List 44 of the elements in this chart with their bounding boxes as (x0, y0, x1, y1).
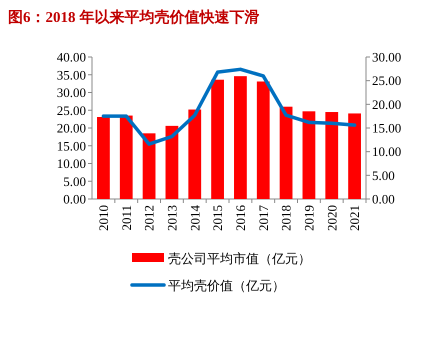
y2-tick-label: 10.00 (372, 144, 402, 160)
legend-label: 壳公司平均市值（亿元） (168, 251, 311, 266)
x-tick-label: 2013 (164, 205, 180, 231)
bar (120, 116, 133, 199)
y-tick-label: 30.00 (56, 85, 86, 100)
bar (234, 76, 247, 199)
x-tick-label: 2010 (96, 205, 111, 231)
bar (325, 112, 338, 199)
bar (280, 106, 292, 199)
x-tick-label: 2011 (118, 205, 134, 231)
x-tick-label: 2021 (347, 205, 362, 231)
y2-tick-label: 30.00 (372, 50, 402, 64)
bar (211, 80, 224, 199)
y-tick-label: 35.00 (56, 67, 86, 82)
bar (97, 116, 110, 199)
x-tick-label: 2018 (278, 205, 294, 231)
y-tick-label: 0.00 (63, 192, 86, 206)
x-tick-label: 2017 (256, 204, 271, 231)
x-tick-label: 2019 (301, 205, 316, 231)
bar (302, 111, 316, 199)
x-tick-label: 2014 (187, 204, 202, 231)
y-tick-label: 20.00 (56, 120, 86, 136)
y-tick-label: 10.00 (56, 156, 86, 171)
y-tick-label: 40.00 (56, 50, 86, 64)
bar (256, 81, 270, 199)
x-tick-label: 2020 (324, 205, 340, 231)
y-tick-label: 5.00 (63, 174, 86, 189)
chart-title: 图6：2018 年以来平均壳价值快速下滑 (8, 9, 260, 26)
bar (188, 110, 202, 199)
bar (166, 126, 178, 199)
bar (142, 133, 156, 199)
y2-tick-label: 25.00 (372, 73, 402, 88)
line-series (102, 68, 356, 146)
y2-tick-label: 5.00 (372, 168, 395, 183)
bar (348, 113, 361, 199)
x-tick-label: 2015 (210, 205, 226, 231)
y2-tick-label: 15.00 (372, 120, 402, 136)
y2-tick-label: 0.00 (372, 192, 395, 206)
y2-tick-label: 20.00 (372, 96, 402, 112)
y-tick-label: 15.00 (56, 138, 86, 154)
x-tick-label: 2012 (142, 205, 157, 231)
x-tick-label: 2016 (232, 204, 248, 231)
y-tick-label: 25.00 (56, 102, 86, 118)
legend-label: 平均壳价值（亿元） (168, 278, 285, 293)
